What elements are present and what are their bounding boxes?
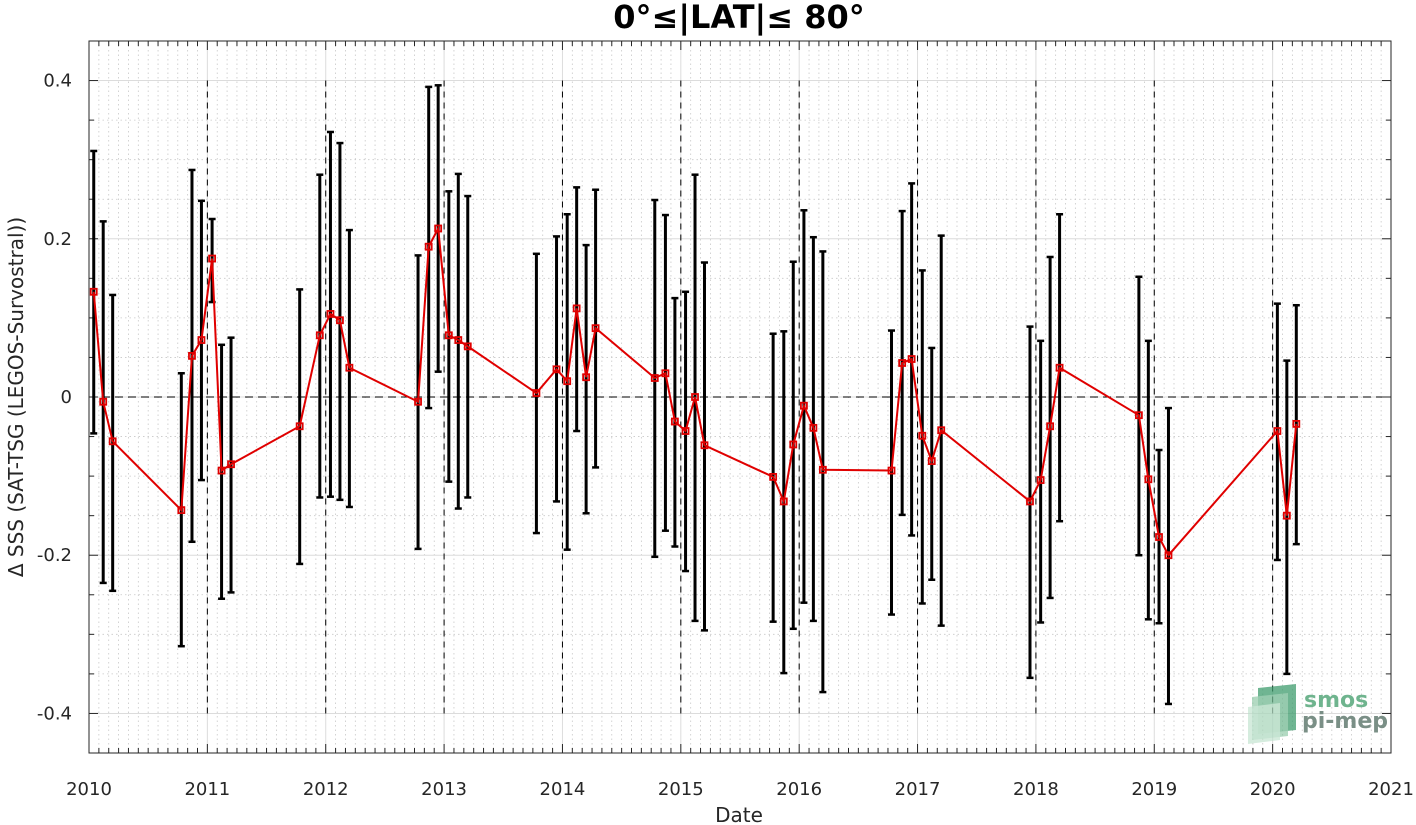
x-tick-label: 2016 <box>776 779 822 800</box>
x-tick-labels: 2010 2011 2012 2013 2014 2015 2016 2017 2018 2019… <box>66 779 1414 800</box>
data-point-marker <box>1292 419 1301 428</box>
error-bar <box>582 243 590 515</box>
x-tick-label: 2018 <box>1013 779 1059 800</box>
data-point-marker <box>454 336 463 344</box>
x-tick-label: 2012 <box>303 779 349 800</box>
data-point-marker <box>99 397 108 406</box>
data-point-marker <box>681 427 690 435</box>
data-point-marker <box>227 460 235 469</box>
y-tick-label: 0.4 <box>43 71 72 92</box>
error-bar <box>109 293 117 593</box>
logo-line2: pi-mep <box>1302 709 1388 734</box>
logo-line1: smos <box>1304 688 1368 713</box>
data-point-marker <box>700 441 709 450</box>
data-point-marker <box>1055 363 1064 372</box>
data-point-marker <box>818 465 827 474</box>
data-point-marker <box>1273 427 1282 435</box>
x-tick-label: 2010 <box>66 779 112 800</box>
x-tick-label: 2011 <box>184 779 230 800</box>
axes-box <box>88 40 1392 754</box>
series-line <box>92 225 1298 557</box>
y-tick-label: -0.2 <box>37 545 72 566</box>
data-point-marker <box>1144 475 1153 484</box>
data-point-marker <box>336 316 344 325</box>
data-point-marker <box>197 336 206 344</box>
error-bar <box>888 329 896 616</box>
data-point-marker <box>769 473 778 481</box>
data-point-marker <box>434 224 443 233</box>
x-tick-label: 2019 <box>1131 779 1177 800</box>
data-point-marker <box>572 304 581 313</box>
error-bar <box>819 250 827 694</box>
data-point-marker <box>650 374 659 382</box>
data-point-marker <box>208 254 216 263</box>
y-tick-label: -0.4 <box>37 703 72 724</box>
data-point-marker <box>661 369 670 378</box>
data-point-marker <box>177 506 186 515</box>
y-axis-label: Δ SSS (SAT-TSG (LEGOS-Survostral)) <box>4 217 28 577</box>
data-point-marker <box>188 351 196 360</box>
data-point-marker <box>414 397 422 406</box>
data-point-marker <box>582 373 591 382</box>
data-point-marker <box>552 365 561 374</box>
data-point-marker <box>918 431 927 440</box>
data-point-marker <box>326 310 335 318</box>
chart-title: 0°≤|LAT|≤ 80° <box>613 0 864 37</box>
x-tick-label: 2015 <box>658 779 704 800</box>
data-point-marker <box>809 423 818 432</box>
y-tick-labels: -0.4 -0.2 0 0.2 0.4 <box>37 71 72 725</box>
data-point-marker <box>927 457 936 465</box>
data-point-marker <box>1155 533 1163 541</box>
data-point-marker <box>1164 551 1173 560</box>
data-point-marker <box>1036 476 1045 484</box>
data-point-marker <box>591 324 600 333</box>
data-point-marker <box>779 497 788 506</box>
x-tick-label: 2017 <box>895 779 941 800</box>
data-point-marker <box>1046 422 1055 431</box>
data-point-marker <box>217 466 226 475</box>
data-point-marker <box>671 417 679 426</box>
data-point-marker <box>898 359 907 367</box>
error-bar <box>445 190 453 483</box>
data-point-marker <box>1134 411 1143 420</box>
data-point-marker <box>89 287 98 296</box>
y-tick-label: 0.2 <box>43 229 72 250</box>
x-tick-label: 2021 <box>1368 779 1414 800</box>
data-point-marker <box>887 466 896 475</box>
series-markers <box>89 224 1301 560</box>
data-point-marker <box>532 389 541 397</box>
y-tick-label: 0 <box>61 387 72 408</box>
x-tick-label: 2020 <box>1250 779 1296 800</box>
data-point-marker <box>1282 511 1291 520</box>
data-point-marker <box>691 393 699 401</box>
x-axis-label: Date <box>715 803 763 825</box>
data-point-marker <box>444 331 453 340</box>
data-point-marker <box>907 355 916 363</box>
smos-pi-mep-logo: smos pi-mep <box>1248 684 1388 744</box>
error-bar <box>1283 359 1291 676</box>
logo-icon <box>1248 684 1296 744</box>
data-point-marker <box>424 242 433 251</box>
data-point-marker <box>463 342 472 351</box>
x-tick-label: 2013 <box>421 779 467 800</box>
data-point-marker <box>345 363 354 372</box>
data-point-marker <box>563 377 572 386</box>
data-point-marker <box>295 422 304 431</box>
data-point-marker <box>800 401 808 410</box>
series-polyline <box>92 225 1298 557</box>
error-bar <box>700 261 708 632</box>
data-point-marker <box>937 426 946 435</box>
data-point-marker <box>108 437 117 446</box>
data-point-marker <box>1026 497 1034 506</box>
data-point-marker <box>789 440 798 449</box>
axis-ticks <box>88 40 1392 754</box>
data-point-marker <box>315 331 324 340</box>
x-tick-label: 2014 <box>540 779 586 800</box>
